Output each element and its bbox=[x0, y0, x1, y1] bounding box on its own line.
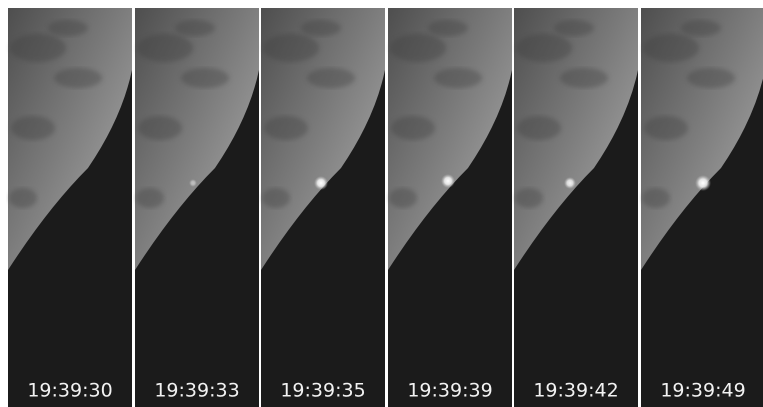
impact-flash bbox=[564, 177, 576, 189]
frame: 19:39:33 bbox=[135, 8, 259, 407]
surface-shade bbox=[554, 20, 594, 36]
timestamp: 19:39:39 bbox=[407, 380, 492, 402]
surface-shade bbox=[642, 188, 670, 208]
surface-shade bbox=[181, 68, 229, 88]
timestamp: 19:39:35 bbox=[280, 380, 365, 402]
surface-shade bbox=[517, 116, 561, 140]
surface-shade bbox=[263, 34, 319, 62]
impact-flash bbox=[695, 175, 711, 191]
surface-shade bbox=[9, 188, 37, 208]
impact-flash bbox=[314, 176, 328, 190]
surface-shade bbox=[262, 188, 290, 208]
surface-shade bbox=[643, 34, 699, 62]
surface-shade bbox=[681, 20, 721, 36]
frame: 19:39:49 bbox=[641, 8, 763, 407]
impact-flash bbox=[189, 179, 197, 187]
surface-shade bbox=[11, 116, 55, 140]
surface-shade bbox=[516, 34, 572, 62]
timestamp: 19:39:49 bbox=[660, 380, 745, 402]
surface-shade bbox=[644, 116, 688, 140]
surface-shade bbox=[138, 116, 182, 140]
impact-flash bbox=[441, 174, 455, 188]
surface-shade bbox=[390, 34, 446, 62]
frame: 19:39:42 bbox=[514, 8, 638, 407]
surface-shade bbox=[515, 188, 543, 208]
frame: 19:39:35 bbox=[261, 8, 385, 407]
surface-shade bbox=[10, 34, 66, 62]
frame: 19:39:30 bbox=[8, 8, 132, 407]
surface-shade bbox=[307, 68, 355, 88]
surface-shade bbox=[391, 116, 435, 140]
frame: 19:39:39 bbox=[388, 8, 512, 407]
timestamp: 19:39:42 bbox=[533, 380, 618, 402]
surface-shade bbox=[136, 188, 164, 208]
surface-shade bbox=[175, 20, 215, 36]
surface-shade bbox=[428, 20, 468, 36]
surface-shade bbox=[54, 68, 102, 88]
timestamp: 19:39:30 bbox=[27, 380, 112, 402]
surface-shade bbox=[264, 116, 308, 140]
frame-sequence: 19:39:30 19:39:33 19:39:35 19:39:39 19:39:42… bbox=[0, 0, 763, 407]
surface-shade bbox=[434, 68, 482, 88]
timestamp: 19:39:33 bbox=[154, 380, 239, 402]
surface-shade bbox=[48, 20, 88, 36]
surface-shade bbox=[560, 68, 608, 88]
surface-shade bbox=[389, 188, 417, 208]
surface-shade bbox=[301, 20, 341, 36]
surface-shade bbox=[137, 34, 193, 62]
surface-shade bbox=[687, 68, 735, 88]
